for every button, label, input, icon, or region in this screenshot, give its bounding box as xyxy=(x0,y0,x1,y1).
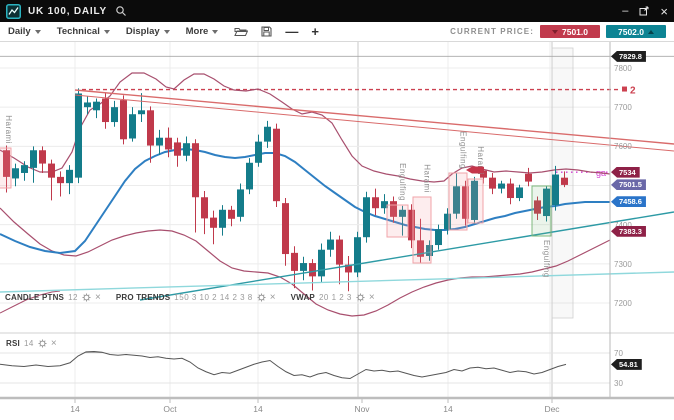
svg-text:Harami: Harami xyxy=(476,146,485,175)
gear-icon[interactable] xyxy=(38,339,47,348)
minimize-button[interactable]: – xyxy=(622,4,629,17)
rsi-label: RSI xyxy=(6,339,20,348)
svg-text:Engulfing: Engulfing xyxy=(459,131,468,169)
close-indicator-icon[interactable]: × xyxy=(269,292,276,303)
chevron-down-icon xyxy=(212,29,219,34)
close-indicator-icon[interactable]: × xyxy=(95,292,101,303)
zoom-out-button[interactable]: — xyxy=(285,24,299,39)
search-icon[interactable] xyxy=(115,5,127,17)
current-price-label: CURRENT PRICE: xyxy=(450,27,534,36)
app-logo-icon xyxy=(6,3,21,19)
window-titlebar: UK 100, DAILY – × xyxy=(0,0,674,22)
indicator-pro-trends: PRO TRENDS 150 3 10 2 14 2 3 8 × xyxy=(115,292,276,303)
rsi-indicator-header: RSI 14 × xyxy=(6,338,57,349)
close-indicator-icon[interactable]: × xyxy=(50,338,57,349)
svg-text:Engulfing: Engulfing xyxy=(542,240,551,278)
zoom-in-button[interactable]: + xyxy=(311,24,319,39)
gear-icon[interactable] xyxy=(257,293,266,302)
menu-daily[interactable]: Daily xyxy=(8,26,41,37)
close-indicator-icon[interactable]: × xyxy=(368,292,375,303)
arrow-up-icon xyxy=(648,29,654,34)
close-button[interactable]: × xyxy=(660,3,668,19)
svg-text:2: 2 xyxy=(630,86,636,97)
chevron-down-icon xyxy=(34,29,41,34)
rsi-period: 14 xyxy=(23,339,34,348)
indicator-candle-ptns: CANDLE PTNS 12 × xyxy=(5,292,101,303)
gear-icon[interactable] xyxy=(82,293,91,302)
indicator-legend: CANDLE PTNS 12 × PRO TRENDS 150 3 10 2 1… xyxy=(5,292,375,303)
buy-price-button[interactable]: 7502.0 xyxy=(606,25,666,38)
svg-text:Engulfing: Engulfing xyxy=(398,163,407,201)
menu-display[interactable]: Display xyxy=(126,26,170,37)
indicator-vwap: VWAP 20 1 2 3 × xyxy=(290,292,375,303)
menu-more[interactable]: More xyxy=(186,26,219,37)
save-icon[interactable] xyxy=(261,26,272,37)
chart-toolbar: Daily Technical Display More — + CURRENT… xyxy=(0,22,674,42)
svg-text:Harami: Harami xyxy=(423,164,432,193)
popout-button[interactable] xyxy=(639,6,649,16)
svg-text:Harami: Harami xyxy=(4,115,13,144)
gear-icon[interactable] xyxy=(356,293,365,302)
window-title: UK 100, DAILY xyxy=(28,5,107,17)
arrow-down-icon xyxy=(552,29,558,34)
sell-price-button[interactable]: 7501.0 xyxy=(540,25,600,38)
chevron-down-icon xyxy=(103,29,110,34)
chevron-down-icon xyxy=(163,29,170,34)
menu-technical[interactable]: Technical xyxy=(57,26,110,37)
open-folder-icon[interactable] xyxy=(234,26,249,37)
